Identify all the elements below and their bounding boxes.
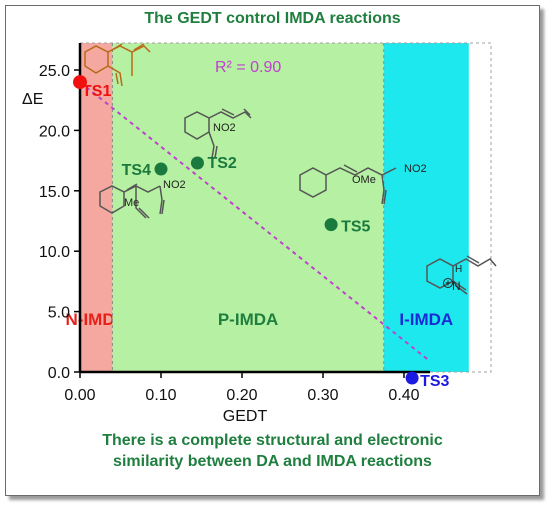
fit-layer: R² = 0.90 xyxy=(79,59,429,361)
region-label-p-imda: P-IMDA xyxy=(218,310,278,329)
x-tick-label: 0.00 xyxy=(64,387,95,404)
y-tick-label: 25.0 xyxy=(39,63,70,80)
point-label-ts3: TS3 xyxy=(420,373,449,390)
ts1-structure xyxy=(84,43,151,87)
ts5-no2-label: NO2 xyxy=(404,163,427,175)
ts3-n-label: N xyxy=(452,279,461,293)
ts5-structure xyxy=(299,164,397,205)
footer-line-2: similarity between DA and IMDA reactions xyxy=(113,453,432,470)
x-tick-label: 0.20 xyxy=(226,387,257,404)
y-tick-label: 20.0 xyxy=(39,123,70,140)
ts3-structure xyxy=(426,255,497,295)
point-ts5 xyxy=(324,218,338,232)
x-tick-label: 0.10 xyxy=(145,387,176,404)
region-n-imda xyxy=(80,43,113,372)
ts5-ome-label: OMe xyxy=(352,174,376,186)
molecule-drawings: NO2 NO2 Me OMe NO2 H N xyxy=(84,43,497,295)
axes-layer: 0.0 5.0 10.0 15.0 20.0 25.0 0.00 0.10 0.20 0.30 0.… xyxy=(22,43,430,425)
x-axis-label: GEDT xyxy=(223,408,268,425)
ts4-me-label: Me xyxy=(124,197,139,209)
point-ts2 xyxy=(190,156,204,170)
points-layer: TS1 TS2 TS4 TS5 TS3 xyxy=(73,75,450,390)
x-tick-label: 0.40 xyxy=(388,387,419,404)
y-tick-label: 10.0 xyxy=(39,244,70,261)
region-i-imda xyxy=(383,43,469,372)
point-label-ts1: TS1 xyxy=(82,83,111,100)
point-label-ts4: TS4 xyxy=(122,162,151,179)
point-label-ts2: TS2 xyxy=(207,155,236,172)
ts3-plus-icon xyxy=(445,280,451,286)
ts3-h-label: H xyxy=(455,264,462,275)
region-p-imda xyxy=(112,43,384,372)
ts4-no2-label: NO2 xyxy=(163,179,186,191)
y-tick-label: 15.0 xyxy=(39,184,70,201)
y-tick-label: 5.0 xyxy=(48,305,70,322)
y-tick-label: 0.0 xyxy=(48,365,70,382)
region-label-i-imda: I-IMDA xyxy=(399,310,453,329)
fit-label: R² = 0.90 xyxy=(215,59,281,76)
chart-title: The GEDT control IMDA reactions xyxy=(144,10,401,27)
y-axis-label: ΔE xyxy=(22,91,43,108)
regions-layer: N-IMDA P-IMDA I-IMDA xyxy=(66,42,492,373)
fit-line xyxy=(79,81,429,361)
point-label-ts5: TS5 xyxy=(341,219,370,236)
ts3-charge-symbol xyxy=(443,278,453,288)
point-ts4 xyxy=(154,162,168,176)
footer-line-1: There is a complete structural and elect… xyxy=(102,432,443,449)
x-tick-label: 0.30 xyxy=(307,387,338,404)
ts2-structure xyxy=(184,108,252,159)
ts2-no2-label: NO2 xyxy=(213,122,236,134)
point-ts1 xyxy=(73,75,87,90)
chart-footer: There is a complete structural and elect… xyxy=(0,430,545,472)
point-ts3 xyxy=(405,371,419,385)
ts4-structure xyxy=(99,183,165,219)
